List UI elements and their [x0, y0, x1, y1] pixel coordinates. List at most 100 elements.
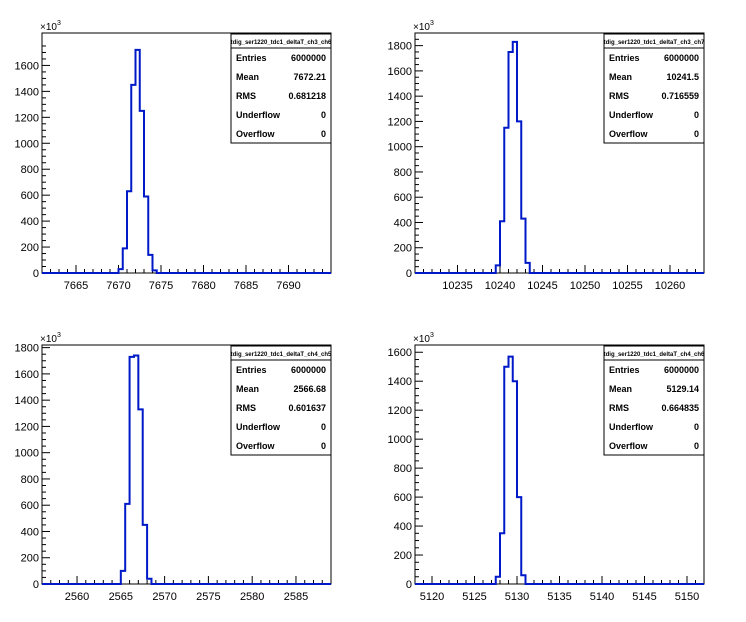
y-multiplier-label: ×10 [40, 22, 57, 33]
stats-key: Mean [236, 384, 259, 394]
histogram-panel-4: 0 200 400 600 800 1000 1200 1400 1600 5120 5125 513… [388, 332, 706, 603]
y-tick-label: 200 [21, 242, 39, 254]
stats-value: 6000000 [664, 53, 699, 63]
y-tick-label: 1000 [388, 142, 412, 154]
x-tick-label: 5145 [632, 591, 656, 603]
x-tick-label: 7665 [64, 280, 88, 292]
stats-box: tdig_ser1220_tdc1_deltaT_ch3_ch7 Entries 6… [603, 33, 705, 144]
histogram-series [415, 355, 704, 585]
y-multiplier-label: ×10 [40, 334, 57, 345]
stats-value: 10241.5 [666, 72, 699, 82]
stats-value: 0.601637 [288, 403, 326, 413]
y-tick-label: 1200 [15, 421, 39, 433]
stats-value: 0.664835 [661, 403, 699, 413]
x-tick-label: 5135 [547, 591, 571, 603]
x-tick-label: 2570 [152, 591, 176, 603]
y-tick-label: 1600 [15, 369, 39, 381]
y-tick-label: 200 [394, 243, 412, 255]
stats-box-frame [603, 33, 705, 144]
y-multiplier-exponent: 3 [430, 20, 434, 27]
stats-key: Underflow [236, 422, 281, 432]
stats-key: Entries [236, 53, 267, 63]
y-tick-label: 400 [394, 217, 412, 229]
stats-value: 6000000 [291, 53, 326, 63]
stats-key: Entries [609, 53, 640, 63]
stats-box: tdig_ser1220_tdc1_deltaT_ch4_ch5 Entries 6… [230, 345, 332, 456]
y-tick-label: 200 [21, 553, 39, 565]
x-tick-label: 10245 [527, 280, 558, 292]
stats-title: tdig_ser1220_tdc1_deltaT_ch4_ch6 [604, 352, 705, 358]
stats-box-frame [603, 345, 705, 456]
y-tick-label: 200 [394, 550, 412, 562]
x-tick-label: 7670 [106, 280, 130, 292]
stats-title: tdig_ser1220_tdc1_deltaT_ch3_ch7 [604, 40, 705, 46]
stats-key: Mean [236, 72, 259, 82]
y-tick-label: 1400 [15, 86, 39, 98]
x-tick-label: 5125 [462, 591, 486, 603]
x-tick-label: 10260 [655, 280, 686, 292]
stats-value: 6000000 [664, 365, 699, 375]
y-tick-label: 600 [394, 492, 412, 504]
x-tick-label: 10235 [442, 280, 473, 292]
y-tick-label: 1200 [15, 112, 39, 124]
stats-box-frame [230, 33, 332, 144]
x-tick-label: 2585 [284, 591, 308, 603]
y-tick-label: 1600 [388, 66, 412, 78]
stats-value: 2566.68 [293, 384, 326, 394]
x-tick-label: 5130 [505, 591, 529, 603]
y-tick-label: 800 [394, 463, 412, 475]
stats-value: 0 [321, 129, 326, 139]
stats-value: 0 [694, 129, 699, 139]
stats-key: Overflow [609, 441, 649, 451]
stats-value: 0 [694, 441, 699, 451]
y-tick-label: 1800 [388, 41, 412, 53]
histogram-series [415, 40, 704, 274]
x-tick-label: 7675 [149, 280, 173, 292]
histogram-series [42, 354, 331, 585]
y-tick-label: 1600 [15, 60, 39, 72]
y-tick-label: 0 [33, 268, 39, 280]
y-tick-label: 1400 [15, 395, 39, 407]
y-tick-label: 400 [394, 521, 412, 533]
y-tick-label: 800 [394, 167, 412, 179]
histogram-panel-3: 0 200 400 600 800 1000 1200 1400 1600 1800 2560 256… [15, 332, 333, 603]
stats-value: 5129.14 [666, 384, 699, 394]
stats-title: tdig_ser1220_tdc1_deltaT_ch4_ch5 [231, 352, 332, 358]
stats-key: RMS [236, 91, 256, 101]
stats-value: 0.716559 [661, 91, 699, 101]
stats-value: 7672.21 [293, 72, 326, 82]
y-tick-label: 1400 [388, 376, 412, 388]
stats-key: Mean [609, 72, 632, 82]
histogram-panel-2: 0 200 400 600 800 1000 1200 1400 1600 1800 10235 10… [388, 20, 706, 292]
stats-key: RMS [609, 91, 629, 101]
stats-value: 0 [694, 110, 699, 120]
stats-key: Underflow [236, 110, 281, 120]
stats-value: 0 [694, 422, 699, 432]
x-tick-label: 2565 [109, 591, 133, 603]
histogram-series [42, 48, 331, 274]
x-tick-label: 2575 [196, 591, 220, 603]
x-tick-label: 5140 [590, 591, 614, 603]
y-tick-label: 1200 [388, 405, 412, 417]
y-tick-label: 800 [21, 164, 39, 176]
y-multiplier-exponent: 3 [57, 20, 61, 27]
x-tick-label: 10250 [570, 280, 601, 292]
y-tick-label: 1600 [388, 347, 412, 359]
y-tick-label: 600 [21, 190, 39, 202]
x-tick-label: 5120 [420, 591, 444, 603]
y-tick-label: 400 [21, 216, 39, 228]
y-tick-label: 1800 [15, 343, 39, 355]
x-tick-label: 2560 [65, 591, 89, 603]
y-tick-label: 0 [406, 268, 412, 280]
y-multiplier-exponent: 3 [430, 332, 434, 339]
y-multiplier-exponent: 3 [57, 332, 61, 339]
y-tick-label: 1400 [388, 91, 412, 103]
stats-key: Overflow [609, 129, 649, 139]
stats-key: Entries [236, 365, 267, 375]
stats-value: 0.681218 [288, 91, 326, 101]
y-tick-label: 800 [21, 474, 39, 486]
y-tick-label: 400 [21, 526, 39, 538]
stats-value: 0 [321, 422, 326, 432]
stats-key: Overflow [236, 441, 276, 451]
